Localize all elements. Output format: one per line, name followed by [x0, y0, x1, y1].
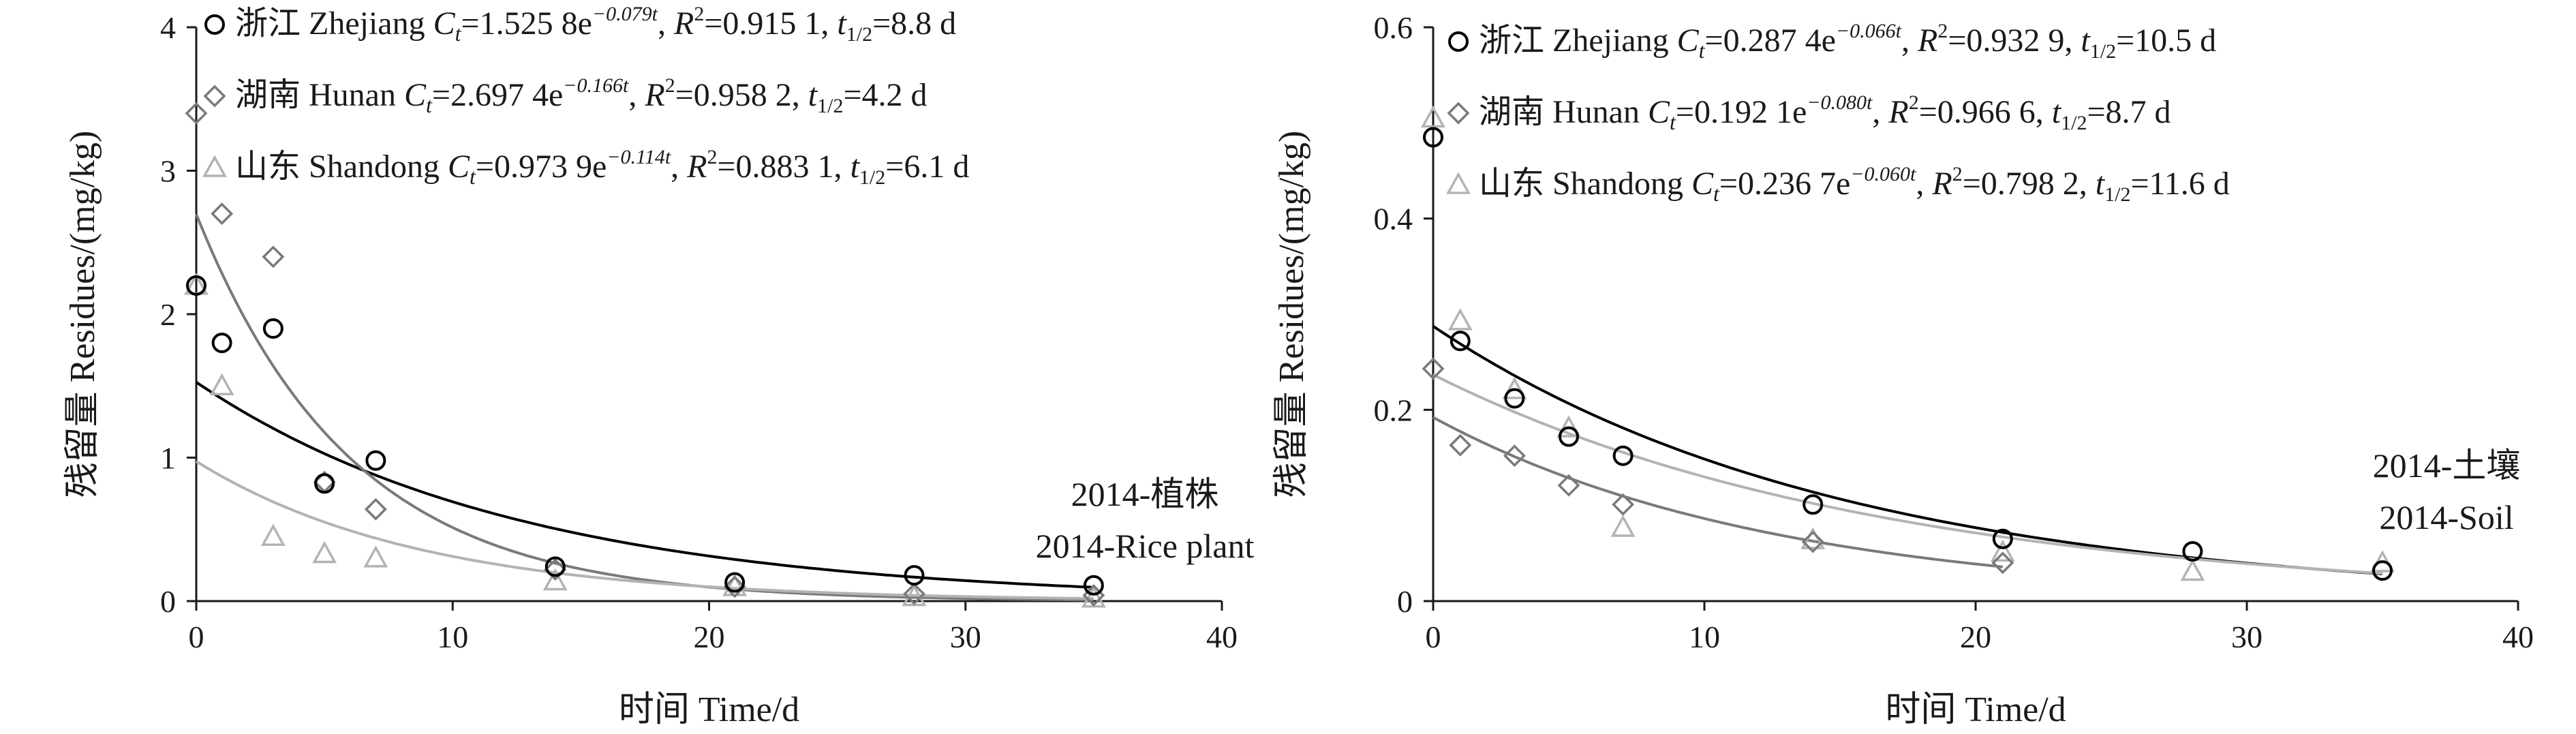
- fit-curve-shandong: [195, 460, 1094, 600]
- x-tick-label: 40: [1206, 620, 1238, 654]
- y-tick-label: 0: [160, 584, 176, 619]
- y-axis-title: 残留量 Residues/(mg/kg): [1272, 131, 1311, 498]
- data-point-shandong: [363, 545, 388, 568]
- fit-curve-hunan: [1432, 416, 2004, 568]
- data-point-zhejiang: [2372, 560, 2393, 581]
- y-tick-label: 0.4: [1374, 202, 1413, 236]
- chart-panel-2: 0 10 20 30 40 0 0.2 0.4 0.6 时间 Time/d 残留量 Residues…: [1272, 10, 2534, 729]
- legend-entry-hunan: 湖南 Hunan Ct=2.697 4e−0.166t, R2=0.958 2,…: [235, 74, 927, 117]
- data-point-hunan: [544, 558, 567, 581]
- data-point-hunan: [1449, 433, 1472, 457]
- y-tick-label: 3: [160, 154, 176, 189]
- x-tick-label: 40: [2502, 620, 2534, 654]
- data-point-shandong: [260, 523, 286, 547]
- data-point-zhejiang: [904, 565, 925, 586]
- x-tick-label: 10: [437, 620, 468, 654]
- x-tick-label: 20: [694, 620, 725, 654]
- data-point-zhejiang: [365, 450, 386, 471]
- data-point-hunan: [1557, 474, 1580, 497]
- x-axis-title: 时间 Time/d: [619, 690, 799, 729]
- fit-curve-hunan: [195, 213, 1094, 602]
- data-point-zhejiang: [1803, 494, 1824, 515]
- data-point-zhejiang: [211, 333, 232, 354]
- y-tick-label: 2: [160, 297, 176, 332]
- x-axis-title: 时间 Time/d: [1885, 690, 2066, 729]
- legend-entry-shandong: 山东 Shandong Ct=0.973 9e−0.114t, R2=0.883…: [235, 146, 969, 189]
- data-point-shandong: [542, 568, 568, 591]
- y-tick-label: 1: [160, 441, 176, 476]
- legend-marker-shandong: [202, 155, 227, 177]
- legend-marker-zhejiang: [204, 14, 225, 35]
- data-point-hunan: [1991, 551, 2014, 575]
- data-point-hunan: [185, 102, 208, 125]
- data-point-zhejiang: [1612, 445, 1634, 466]
- x-tick-label: 20: [1960, 620, 1991, 654]
- panel-annotation-line-1: 2014-土壤: [2373, 446, 2521, 485]
- data-point-shandong: [1421, 105, 1445, 128]
- y-tick-label: 4: [160, 10, 176, 45]
- x-tick-label: 30: [2231, 620, 2263, 654]
- data-point-zhejiang: [1504, 388, 1525, 409]
- data-point-shandong: [209, 373, 234, 395]
- fit-curve-zhejiang: [195, 381, 1094, 589]
- data-point-hunan: [1503, 444, 1526, 468]
- data-point-hunan: [1801, 530, 1824, 553]
- legend-entry-zhejiang: 浙江 Zhejiang Ct=0.287 4e−0.066t, R2=0.932…: [1479, 20, 2216, 63]
- data-point-hunan: [903, 583, 925, 605]
- data-point-hunan: [364, 498, 387, 521]
- data-point-shandong: [1502, 377, 1527, 399]
- data-point-shandong: [1610, 515, 1636, 537]
- legend-marker-shandong: [1446, 172, 1471, 194]
- data-point-zhejiang: [724, 572, 746, 593]
- y-axis-title: 残留量 Residues/(mg/kg): [63, 131, 102, 498]
- legend-marker-hunan: [203, 85, 226, 108]
- data-point-shandong: [1990, 539, 2015, 562]
- data-point-zhejiang: [1559, 426, 1579, 447]
- data-point-zhejiang: [1992, 528, 2013, 549]
- legend-entry-hunan: 湖南 Hunan Ct=0.192 1e−0.080t, R2=0.966 6,…: [1479, 91, 2171, 134]
- data-point-hunan: [723, 575, 746, 598]
- data-point-hunan: [262, 245, 285, 269]
- x-tick-label: 0: [189, 620, 204, 654]
- x-tick-label: 30: [950, 620, 981, 654]
- legend-entry-zhejiang: 浙江 Zhejiang Ct=1.525 8e−0.079t, R2=0.915…: [235, 3, 956, 46]
- y-tick-label: 0.2: [1374, 393, 1413, 427]
- legend-marker-zhejiang: [1448, 31, 1469, 52]
- data-point-shandong: [1557, 415, 1581, 438]
- x-tick-label: 10: [1689, 620, 1720, 654]
- data-point-shandong: [1447, 308, 1473, 331]
- fit-curve-shandong: [1432, 373, 2383, 575]
- legend-marker-hunan: [1447, 102, 1470, 125]
- x-tick-label: 0: [1426, 620, 1441, 654]
- data-point-zhejiang: [2182, 541, 2203, 562]
- fit-curve-zhejiang: [1432, 325, 2383, 575]
- panel-annotation-line-2: 2014-Soil: [2379, 498, 2513, 536]
- panel-annotation-line-2: 2014-Rice plant: [1036, 527, 1255, 565]
- data-point-zhejiang: [1450, 331, 1471, 352]
- data-point-shandong: [2180, 558, 2205, 581]
- data-point-zhejiang: [314, 473, 335, 494]
- data-point-zhejiang: [1423, 127, 1443, 148]
- data-point-shandong: [312, 540, 337, 564]
- y-tick-label: 0.6: [1374, 10, 1413, 45]
- data-point-zhejiang: [1083, 575, 1104, 596]
- y-tick-label: 0: [1397, 584, 1413, 619]
- data-point-hunan: [1612, 493, 1635, 516]
- data-point-zhejiang: [262, 318, 283, 339]
- chart-panel-1: 0 10 20 30 40 0 1 2 3 4 时间 Time/d 残留量 Residues/(mg/…: [63, 3, 1254, 729]
- data-point-zhejiang: [186, 275, 206, 296]
- legend-entry-shandong: 山东 Shandong Ct=0.236 7e−0.060t, R2=0.798…: [1479, 163, 2230, 206]
- data-point-hunan: [1422, 357, 1445, 380]
- data-point-hunan: [211, 202, 234, 226]
- panel-annotation-line-1: 2014-植株: [1071, 475, 1219, 513]
- data-point-zhejiang: [545, 556, 566, 577]
